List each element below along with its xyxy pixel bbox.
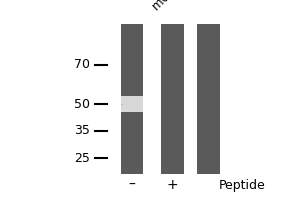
Text: 35: 35 [74,124,90,138]
Bar [121,96,143,112]
Text: –: – [129,178,135,192]
Bar [161,24,184,174]
Text: mouse liver: mouse liver [150,0,208,13]
Text: Peptide: Peptide [219,179,266,192]
Text: 50: 50 [74,98,90,110]
Bar [121,24,143,174]
Bar [197,24,220,174]
Text: 25: 25 [74,152,90,164]
Text: 70: 70 [74,58,90,72]
Text: +: + [167,178,178,192]
